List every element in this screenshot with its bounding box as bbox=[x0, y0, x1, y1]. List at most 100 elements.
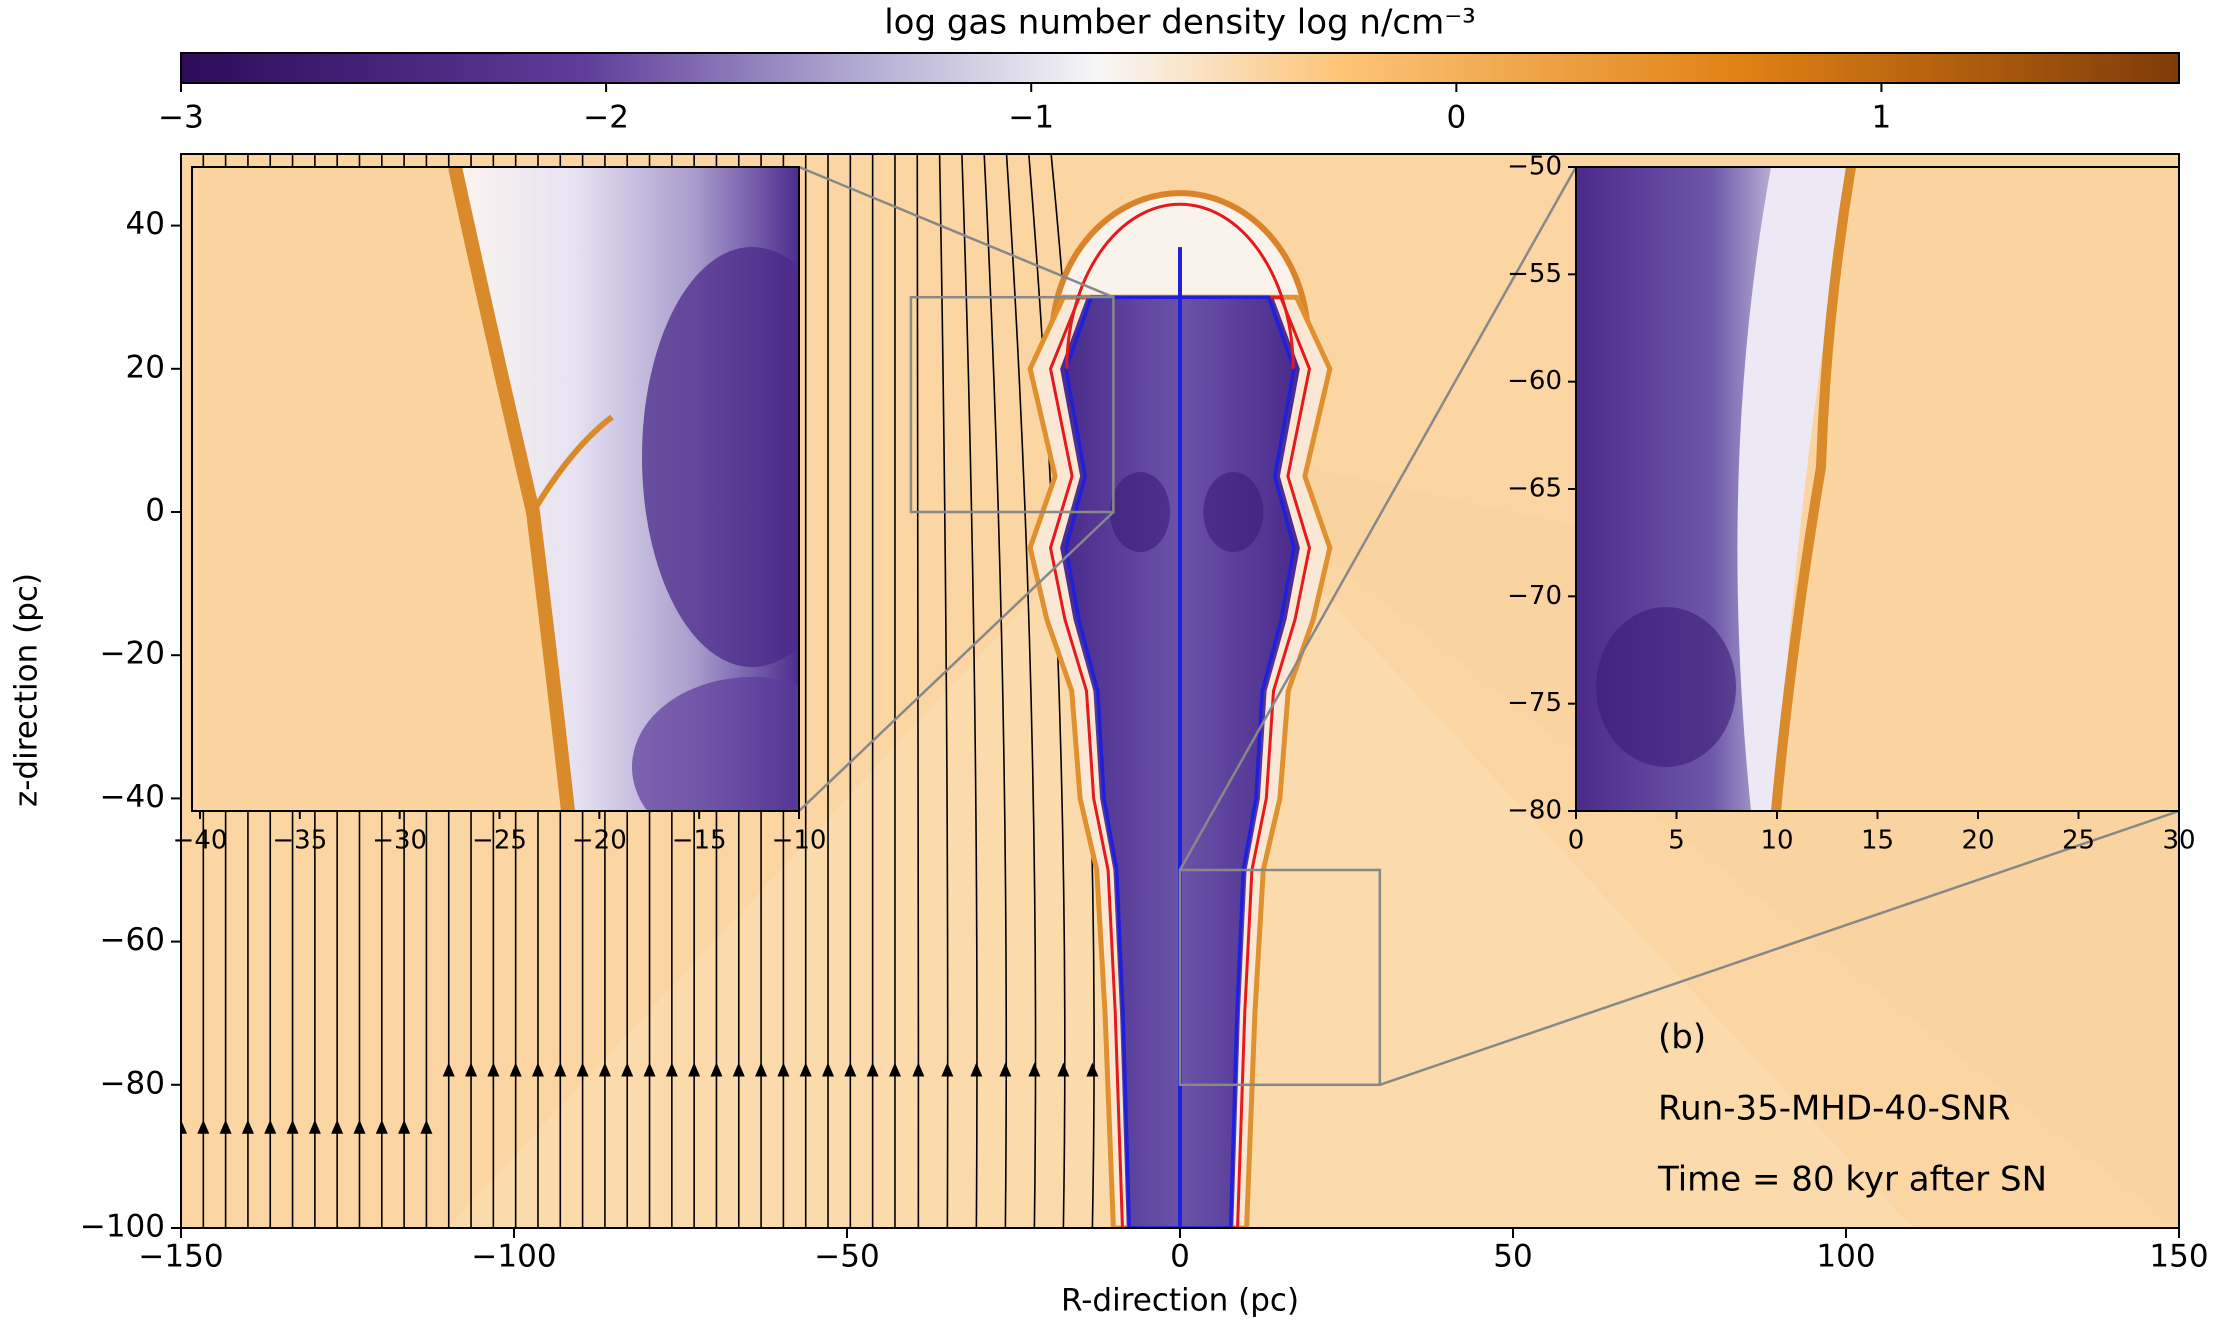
x-tick-label: −150 bbox=[138, 1239, 223, 1275]
zoom-box bbox=[909, 295, 1115, 514]
field-arrow bbox=[181, 1119, 187, 1134]
inset-x-tick-label: −15 bbox=[672, 826, 727, 856]
red-cap bbox=[1065, 202, 1295, 369]
colorbar-tick-label: 0 bbox=[1446, 100, 1466, 136]
field-arrow bbox=[531, 1062, 544, 1077]
cavity bbox=[1110, 472, 1171, 552]
y-tick-label: −20 bbox=[100, 636, 165, 672]
inset-x-tick-label: 20 bbox=[1961, 826, 1994, 856]
field-arrow bbox=[465, 1062, 478, 1077]
field-arrow bbox=[755, 1062, 768, 1077]
y-tick-label: −60 bbox=[100, 922, 165, 958]
field-arrow bbox=[665, 1062, 678, 1077]
inset-x-tick-label: −35 bbox=[272, 826, 327, 856]
field-arrow bbox=[1086, 1062, 1099, 1077]
zoom-connector bbox=[1379, 809, 2180, 1086]
field-arrow bbox=[420, 1119, 433, 1134]
zoom-connector bbox=[798, 165, 1114, 299]
y-tick-label: 0 bbox=[145, 493, 165, 529]
x-tick-label: 50 bbox=[1493, 1239, 1532, 1275]
colorbar-tick-label: 1 bbox=[1872, 100, 1892, 136]
colorbar-tick-label: −3 bbox=[158, 100, 204, 136]
field-arrow bbox=[799, 1062, 812, 1077]
inset-y-tick-label: −65 bbox=[1507, 474, 1562, 504]
inset-vortex bbox=[1596, 607, 1736, 767]
y-tick-label: −80 bbox=[100, 1065, 165, 1101]
colorbar-title: log gas number density log n/cm⁻³ bbox=[884, 3, 1476, 43]
field-arrow bbox=[554, 1062, 567, 1077]
field-arrow bbox=[941, 1062, 954, 1077]
inset-x-tick-label: −10 bbox=[772, 826, 827, 856]
inset-plot bbox=[192, 167, 799, 811]
blue-contour bbox=[1064, 295, 1296, 1228]
inset-x-tick-label: 10 bbox=[1760, 826, 1793, 856]
field-arrow bbox=[732, 1062, 745, 1077]
field-arrow bbox=[353, 1119, 366, 1134]
field-arrow bbox=[710, 1062, 723, 1077]
inset-y-tick-label: −80 bbox=[1507, 796, 1562, 826]
cavity bbox=[1203, 472, 1264, 552]
field-arrow bbox=[888, 1062, 901, 1077]
annotation: (b) bbox=[1658, 1018, 1706, 1058]
inset-vortex bbox=[632, 677, 799, 811]
y-tick-label: 20 bbox=[126, 349, 165, 385]
field-arrow bbox=[442, 1062, 455, 1077]
field-arrow bbox=[576, 1062, 589, 1077]
inset-x-tick-label: −40 bbox=[173, 826, 228, 856]
colorbar-tick-label: −2 bbox=[583, 100, 629, 136]
inset-y-tick-label: −60 bbox=[1507, 366, 1562, 396]
inset-plot bbox=[1576, 167, 2179, 811]
y-axis-label: z-direction (pc) bbox=[9, 573, 45, 807]
field-arrow bbox=[777, 1062, 790, 1077]
x-tick-label: −50 bbox=[814, 1239, 879, 1275]
inset-y-tick-label: −55 bbox=[1507, 259, 1562, 289]
inset-x-tick-label: 0 bbox=[1568, 826, 1585, 856]
field-arrow bbox=[264, 1119, 277, 1134]
inset-y-tick-label: −70 bbox=[1507, 581, 1562, 611]
inset-white-band bbox=[1734, 167, 1851, 811]
field-arrow bbox=[912, 1062, 925, 1077]
zoom-connector bbox=[798, 511, 1115, 812]
colorbar-tick-label: −1 bbox=[1008, 100, 1054, 136]
inset-x-tick-label: 15 bbox=[1861, 826, 1894, 856]
x-tick-label: 100 bbox=[1816, 1239, 1875, 1275]
field-arrow bbox=[487, 1062, 500, 1077]
field-arrow bbox=[286, 1119, 299, 1134]
field-arrow bbox=[331, 1119, 344, 1134]
x-tick-label: −100 bbox=[471, 1239, 556, 1275]
zoom-box bbox=[1178, 868, 1382, 1087]
field-arrow bbox=[621, 1062, 634, 1077]
colorbar bbox=[180, 52, 2180, 84]
inset-frame bbox=[191, 166, 800, 812]
red-contour bbox=[1048, 295, 1312, 1228]
inset-y-tick-label: −75 bbox=[1507, 688, 1562, 718]
inset-x-tick-label: −20 bbox=[572, 826, 627, 856]
x-tick-label: 0 bbox=[1170, 1239, 1190, 1275]
inset-x-tick-label: 25 bbox=[2062, 826, 2095, 856]
field-arrow bbox=[1028, 1062, 1041, 1077]
x-axis-label: R-direction (pc) bbox=[1061, 1283, 1299, 1319]
inset-y-tick-label: −50 bbox=[1507, 152, 1562, 182]
inset-shock bbox=[1771, 167, 1856, 811]
field-arrow bbox=[822, 1062, 835, 1077]
annotation: Time = 80 kyr after SN bbox=[1657, 1160, 2047, 1200]
field-arrow bbox=[970, 1062, 983, 1077]
field-arrow bbox=[308, 1119, 321, 1134]
inset-filament bbox=[530, 414, 614, 514]
field-arrow bbox=[241, 1119, 254, 1134]
field-arrow bbox=[398, 1119, 411, 1134]
field-arrow bbox=[197, 1119, 210, 1134]
field-arrow bbox=[598, 1062, 611, 1077]
inset-x-tick-label: −30 bbox=[372, 826, 427, 856]
y-tick-label: −40 bbox=[100, 779, 165, 815]
field-arrow bbox=[1057, 1062, 1070, 1077]
x-tick-label: 150 bbox=[2149, 1239, 2208, 1275]
field-arrow bbox=[866, 1062, 879, 1077]
field-arrow bbox=[509, 1062, 522, 1077]
field-arrow bbox=[688, 1062, 701, 1077]
inset-vortex bbox=[642, 247, 799, 667]
y-tick-label: 40 bbox=[126, 206, 165, 242]
field-arrow bbox=[643, 1062, 656, 1077]
